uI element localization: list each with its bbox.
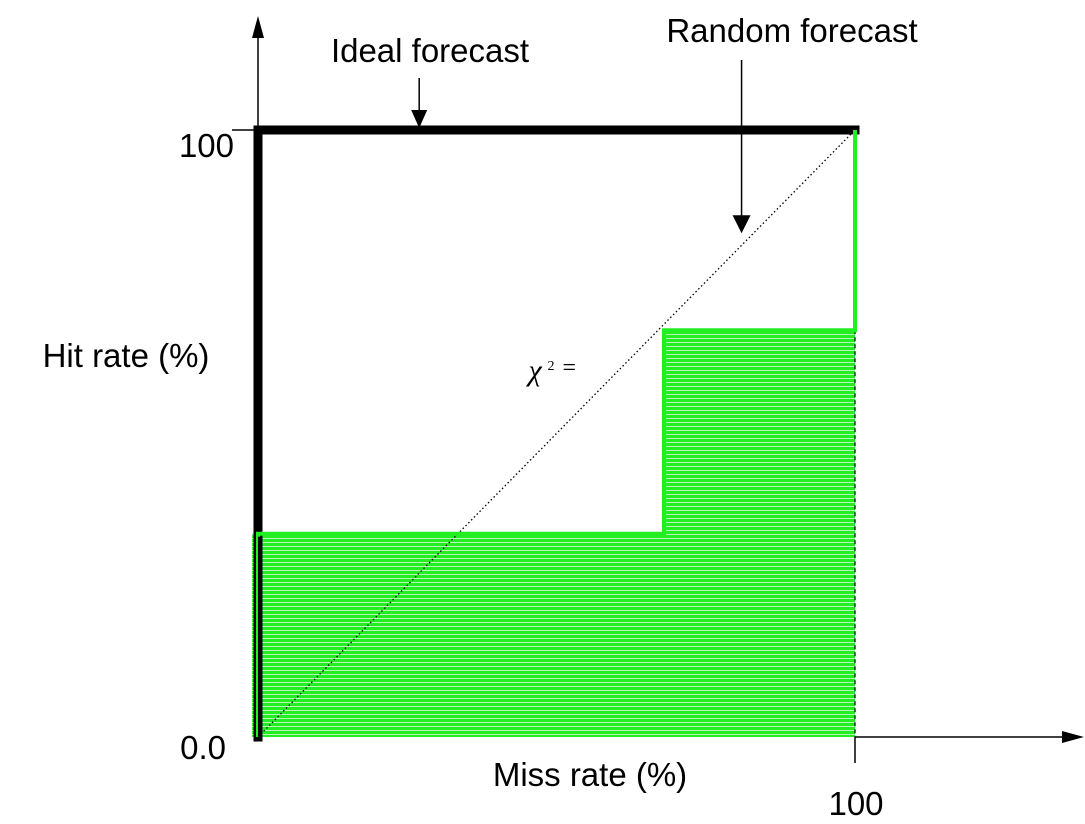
- random-forecast-arrowhead: [732, 215, 751, 234]
- x-axis-label: Miss rate (%): [493, 756, 687, 793]
- y-axis-arrowhead: [252, 16, 264, 38]
- chi-square-equals: =: [563, 355, 577, 381]
- chi-square-symbol: χ: [526, 354, 543, 387]
- y-tick-label-0: 0.0: [180, 729, 226, 766]
- ideal-forecast-arrowhead: [411, 110, 428, 128]
- series-random-forecast: [257, 129, 856, 738]
- y-axis-label: Hit rate (%): [43, 337, 210, 374]
- x-tick-label-100: 100: [828, 785, 883, 822]
- area-under-curve: [252, 130, 855, 737]
- x-axis-arrowhead: [1062, 731, 1084, 743]
- y-tick-label-100: 100: [179, 127, 234, 164]
- annotation-random-forecast: Random forecast: [666, 12, 917, 49]
- chi-square-superscript: 2: [548, 359, 555, 374]
- annotation-ideal-forecast: Ideal forecast: [331, 32, 529, 69]
